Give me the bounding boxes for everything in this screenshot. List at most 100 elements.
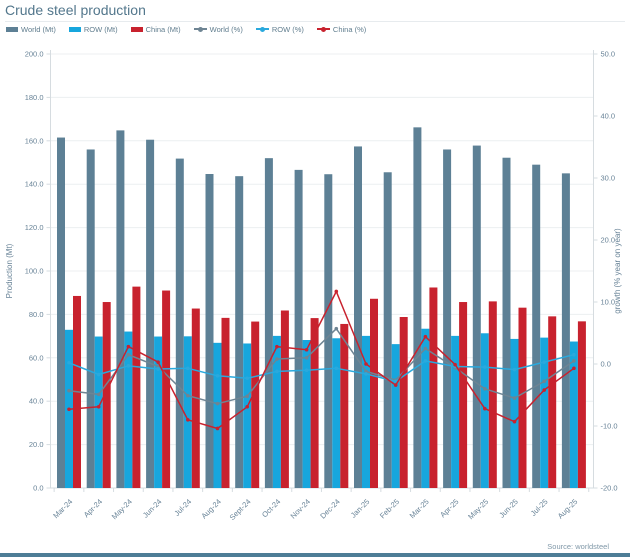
line-path <box>69 292 574 429</box>
left-axis-tick-label: 160.0 <box>25 136 44 145</box>
bar-china-mt-aug-25 <box>578 321 586 488</box>
point-china-may-25 <box>483 407 487 411</box>
right-axis-tick-label: 30.0 <box>601 174 616 183</box>
bar-row-mt-apr-25 <box>451 336 459 488</box>
right-axis-tick-label: -20.0 <box>601 484 618 493</box>
left-axis-tick-label: 80.0 <box>29 310 44 319</box>
point-row-may-24 <box>127 364 131 368</box>
bar-world-mt-apr-24 <box>87 149 95 488</box>
point-row-jul-24 <box>186 367 190 371</box>
bar-world-mt-nov-24 <box>295 170 303 488</box>
x-axis-category-label: Nov-24 <box>289 497 312 520</box>
point-world-aug-25 <box>572 359 576 363</box>
left-axis-tick-label: 60.0 <box>29 353 44 362</box>
bar-series-row-mt <box>65 329 578 488</box>
right-axis-tick-label: 0.0 <box>601 360 611 369</box>
bar-world-mt-jun-24 <box>146 140 154 488</box>
x-axis-category-label: Aug-24 <box>199 497 222 520</box>
bar-world-mt-oct-24 <box>265 158 273 488</box>
point-world-may-24 <box>127 353 131 357</box>
bar-china-mt-jul-25 <box>548 316 556 488</box>
point-row-aug-24 <box>216 374 220 378</box>
point-row-jun-24 <box>156 367 160 371</box>
bar-row-mt-nov-24 <box>303 340 311 488</box>
point-china-sept-24 <box>245 405 249 409</box>
point-world-aug-24 <box>216 402 220 406</box>
bar-china-mt-mar-25 <box>429 287 437 488</box>
point-china-feb-25 <box>394 383 398 387</box>
x-axis-category-label: Jul-25 <box>529 497 550 518</box>
bar-china-mt-sept-24 <box>251 322 259 488</box>
point-row-mar-24 <box>67 361 71 365</box>
point-world-mar-25 <box>424 347 428 351</box>
bar-world-mt-jan-25 <box>354 146 362 488</box>
bar-row-mt-mar-25 <box>421 329 429 488</box>
point-row-dec-24 <box>335 367 339 371</box>
crude-steel-chart: 0.020.040.060.080.0100.0120.0140.0160.01… <box>0 0 630 536</box>
point-china-mar-24 <box>67 407 71 411</box>
bar-row-mt-jul-25 <box>540 338 548 488</box>
point-world-jun-25 <box>513 396 517 400</box>
point-china-mar-25 <box>424 335 428 339</box>
point-china-jul-24 <box>186 418 190 422</box>
point-china-apr-24 <box>97 405 101 409</box>
footer-accent-bar <box>0 553 630 557</box>
point-world-sept-24 <box>245 394 249 398</box>
point-row-sept-24 <box>245 376 249 380</box>
point-row-nov-24 <box>305 368 309 372</box>
x-axis-category-label: Mar-24 <box>51 497 74 520</box>
bar-row-mt-aug-24 <box>214 343 222 488</box>
x-axis-category-label: Jun-24 <box>141 497 164 520</box>
right-axis-tick-label: 40.0 <box>601 112 616 121</box>
bar-world-mt-aug-24 <box>206 174 214 488</box>
x-axis-category-label: May-25 <box>466 497 490 521</box>
point-world-dec-24 <box>335 327 339 331</box>
right-axis-tick-label: 50.0 <box>601 50 616 59</box>
point-world-nov-24 <box>305 356 309 360</box>
x-axis-category-label: Apr-25 <box>438 497 460 519</box>
right-axis-tick-label: -10.0 <box>601 422 618 431</box>
bar-china-mt-apr-25 <box>459 302 467 488</box>
left-axis-tick-label: 0.0 <box>33 484 43 493</box>
chart-card: Crude steel production World (Mt)ROW (Mt… <box>0 0 630 557</box>
point-china-dec-24 <box>335 290 339 294</box>
bar-china-mt-oct-24 <box>281 310 289 488</box>
left-axis-tick-label: 180.0 <box>25 93 44 102</box>
left-axis-tick-label: 120.0 <box>25 223 44 232</box>
bar-world-mt-may-25 <box>473 146 481 488</box>
point-row-jul-25 <box>542 360 546 364</box>
left-axis-tick-label: 200.0 <box>25 50 44 59</box>
line-path <box>69 355 574 382</box>
bar-china-mt-dec-24 <box>340 324 348 488</box>
x-axis-category-label: Aug-25 <box>556 497 579 520</box>
x-axis-category-label: Mar-25 <box>408 497 431 520</box>
point-china-jul-25 <box>542 388 546 392</box>
point-row-may-25 <box>483 365 487 369</box>
bar-world-mt-sept-24 <box>235 176 243 488</box>
point-china-apr-25 <box>453 363 457 367</box>
left-axis-title: Production (Mt) <box>5 243 14 298</box>
point-china-jan-25 <box>364 362 368 366</box>
point-row-jun-25 <box>513 368 517 372</box>
line-series-world <box>67 327 576 406</box>
point-world-jul-25 <box>542 380 546 384</box>
bar-china-mt-jun-24 <box>162 291 170 488</box>
point-china-jun-24 <box>156 360 160 364</box>
bar-row-mt-jun-25 <box>511 339 519 488</box>
left-axis-tick-label: 140.0 <box>25 180 44 189</box>
point-china-aug-25 <box>572 367 576 371</box>
point-row-oct-24 <box>275 370 279 374</box>
x-axis-category-label: Sept-24 <box>228 497 253 522</box>
point-row-apr-24 <box>97 373 101 377</box>
bar-world-mt-may-24 <box>116 130 124 488</box>
point-china-jun-25 <box>513 420 517 424</box>
bar-row-mt-dec-24 <box>332 338 340 488</box>
bar-world-mt-jul-24 <box>176 159 184 488</box>
point-china-aug-24 <box>216 427 220 431</box>
right-axis-title: growth (% year on year) <box>613 228 622 314</box>
point-china-oct-24 <box>275 345 279 349</box>
bar-world-mt-mar-25 <box>413 127 421 488</box>
x-axis-category-label: Dec-24 <box>318 497 341 520</box>
line-path <box>69 329 574 404</box>
point-world-jul-24 <box>186 394 190 398</box>
